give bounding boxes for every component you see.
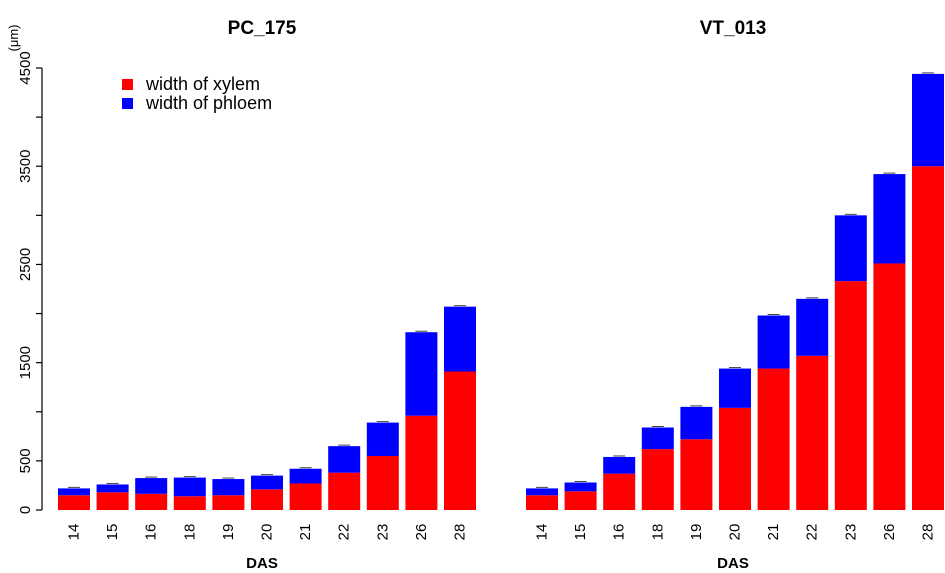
bar-segment — [135, 493, 168, 510]
bar-segment — [603, 456, 636, 474]
bar-segment — [173, 477, 206, 497]
bar-segment — [873, 174, 906, 264]
bar-segment — [680, 406, 713, 440]
legend-label: width of xylem — [145, 74, 260, 94]
x-tick-label: 20 — [259, 524, 276, 541]
bar-segment — [96, 492, 129, 510]
bar-segment — [289, 483, 322, 510]
bar-segment — [135, 478, 168, 494]
bar-segment — [796, 355, 829, 510]
bar-segment — [444, 306, 476, 372]
x-tick-label: 16 — [611, 524, 628, 541]
bar-segment — [796, 298, 829, 356]
x-tick-label: 20 — [727, 524, 744, 541]
legend-swatch — [122, 98, 133, 109]
x-tick-label: 23 — [842, 524, 859, 541]
bar-segment — [328, 472, 361, 510]
x-tick-label: 22 — [336, 524, 353, 541]
chart-panel: VT_013 14 15 16 18 19 20 21 22 23 26 28 DAS — [526, 18, 944, 572]
bar-segment — [328, 446, 361, 473]
x-tick-label: 26 — [881, 524, 898, 541]
x-tick-label: 26 — [413, 524, 430, 541]
bar-segment — [366, 422, 399, 456]
bar-segment — [96, 484, 129, 493]
y-tick-label: 500 — [17, 448, 34, 473]
bar-segment — [444, 371, 476, 510]
bar-segment — [834, 281, 867, 510]
y-axis-label: (μm) — [6, 25, 21, 52]
bar-segment — [873, 263, 906, 510]
bar-segment — [641, 427, 674, 450]
bar-segment — [58, 495, 90, 510]
bar-segment — [212, 479, 245, 496]
legend-swatch — [122, 79, 133, 90]
bar-segment — [719, 407, 751, 510]
bar-segment — [58, 488, 90, 496]
x-tick-label: 21 — [297, 524, 314, 541]
x-tick-label: 21 — [765, 524, 782, 541]
x-tick-label: 28 — [920, 524, 937, 541]
bar-segment — [564, 491, 597, 510]
bar-segment — [564, 482, 597, 492]
bar-segment — [641, 449, 674, 510]
x-tick-label: 18 — [181, 524, 198, 541]
x-tick-label: 19 — [688, 524, 705, 541]
bar-segment — [212, 495, 245, 510]
bar-segment — [912, 166, 944, 510]
bar-segment — [719, 368, 751, 408]
bar-segment — [251, 489, 283, 510]
bar-segment — [834, 215, 867, 282]
bar-segment — [603, 473, 636, 510]
x-axis-label: DAS — [246, 555, 278, 572]
x-tick-label: 15 — [572, 524, 589, 541]
bar-segment — [251, 475, 283, 490]
x-tick-label: 22 — [804, 524, 821, 541]
x-tick-label: 19 — [220, 524, 237, 541]
x-tick-label: 18 — [649, 524, 666, 541]
bar-segment — [405, 415, 438, 510]
chart-panels: PC_175 14 15 16 18 19 20 21 22 23 26 28 DAS VT_013 14 1… — [58, 18, 944, 572]
x-tick-label: 14 — [534, 524, 551, 541]
x-tick-label: 28 — [452, 524, 469, 541]
panel-title: PC_175 — [228, 18, 297, 39]
y-tick-label: 4500 — [17, 51, 34, 84]
y-tick-label: 0 — [17, 506, 34, 514]
bar-segment — [405, 332, 438, 416]
y-tick-label: 1500 — [17, 346, 34, 379]
bar-segment — [757, 368, 790, 510]
bar-segment — [173, 496, 206, 510]
y-axis: 0 500 1500 2500 3500 4500 — [17, 51, 43, 514]
bar-segment — [366, 455, 399, 510]
y-tick-label: 3500 — [17, 150, 34, 183]
bar-segment — [757, 315, 790, 369]
x-tick-label: 23 — [374, 524, 391, 541]
chart-panel: PC_175 14 15 16 18 19 20 21 22 23 26 28 DAS — [58, 18, 476, 572]
x-tick-label: 16 — [143, 524, 160, 541]
x-axis-label: DAS — [717, 555, 749, 572]
bar-segment — [289, 468, 322, 484]
x-tick-label: 15 — [104, 524, 121, 541]
legend-label: width of phloem — [145, 93, 272, 113]
bar-segment — [526, 495, 558, 510]
panel-title: VT_013 — [700, 18, 767, 39]
bar-segment — [680, 439, 713, 510]
bar-segment — [526, 488, 558, 496]
bar-segment — [912, 73, 944, 167]
x-tick-label: 14 — [66, 524, 83, 541]
y-tick-label: 2500 — [17, 248, 34, 281]
